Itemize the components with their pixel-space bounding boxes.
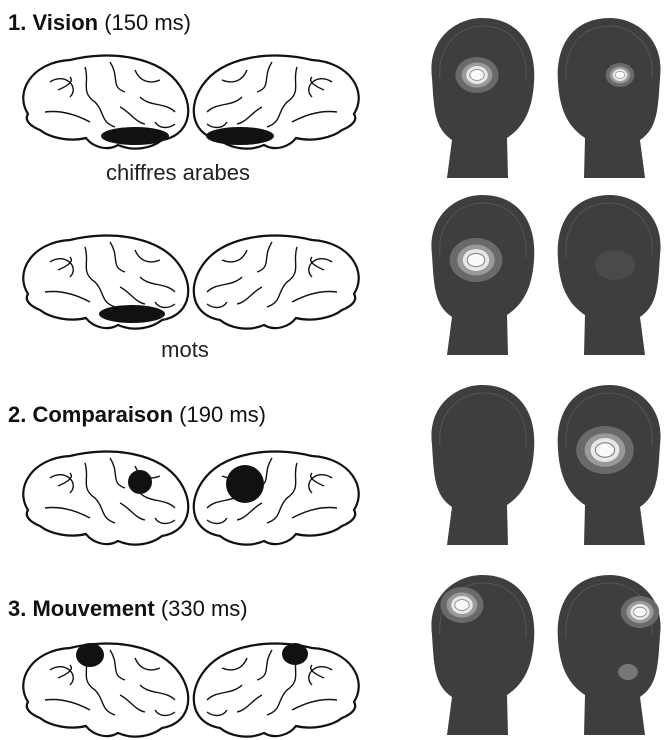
head-maps (431, 18, 660, 735)
brain-right (194, 452, 359, 545)
text: (330 ms) (161, 596, 248, 621)
section-title: 1. Vision (150 ms) (8, 10, 191, 35)
section-title: 3. Mouvement (330 ms) (8, 596, 248, 621)
label: mots (161, 337, 209, 362)
text: (190 ms) (179, 402, 266, 427)
brain-right (194, 236, 359, 329)
activation (128, 470, 152, 494)
figure: 1. Vision (150 ms) chiffres arabes mots … (0, 0, 672, 740)
activation (226, 465, 264, 503)
text: (150 ms) (104, 10, 191, 35)
section-title: 2. Comparaison (190 ms) (8, 402, 266, 427)
label: chiffres arabes (106, 160, 250, 185)
activation (99, 305, 165, 323)
text: 2. Comparaison (8, 402, 173, 427)
activation (101, 127, 169, 145)
brain-left (23, 452, 188, 545)
text: 3. Mouvement (8, 596, 155, 621)
text: 1. Vision (8, 10, 98, 35)
activation (76, 643, 104, 667)
brain-right (194, 644, 359, 737)
activation (282, 643, 308, 665)
brain-left (23, 644, 188, 737)
activation (206, 127, 274, 145)
